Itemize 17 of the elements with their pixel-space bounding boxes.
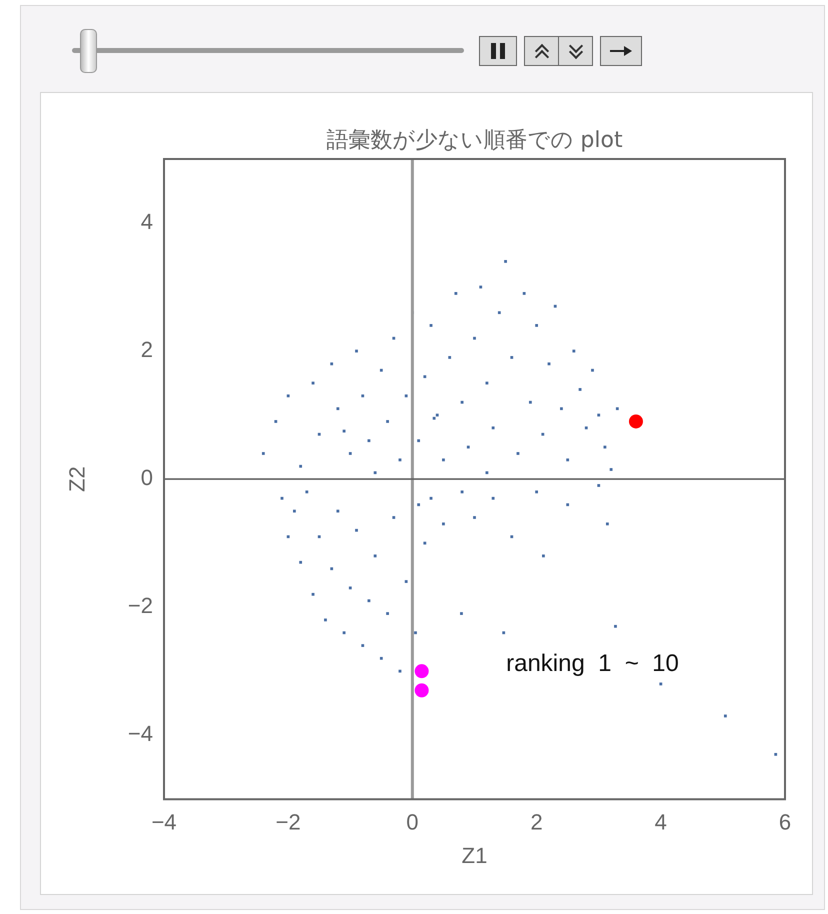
y-tick-label: 4 — [140, 209, 153, 234]
y-tick-label: 0 — [140, 465, 153, 490]
x-tick-label: 4 — [654, 809, 667, 834]
point — [628, 414, 643, 428]
x-tick-label: 2 — [530, 809, 543, 834]
y-tick-label: −2 — [128, 593, 153, 618]
y-tick-label: 2 — [140, 337, 153, 362]
annotation: ranking 1 ~ 10 — [506, 650, 679, 678]
y-tick-label: −4 — [128, 721, 153, 746]
x-axis-title: Z1 — [462, 842, 488, 868]
point — [414, 664, 429, 678]
x-tick-label: 6 — [778, 809, 792, 834]
x-tick-label: 0 — [406, 809, 419, 834]
y-axis-title: Z2 — [64, 466, 90, 492]
x-tick-label: −2 — [276, 809, 301, 834]
point — [414, 683, 429, 698]
chart-title: 語彙数が少ない順番での plot — [326, 128, 623, 153]
